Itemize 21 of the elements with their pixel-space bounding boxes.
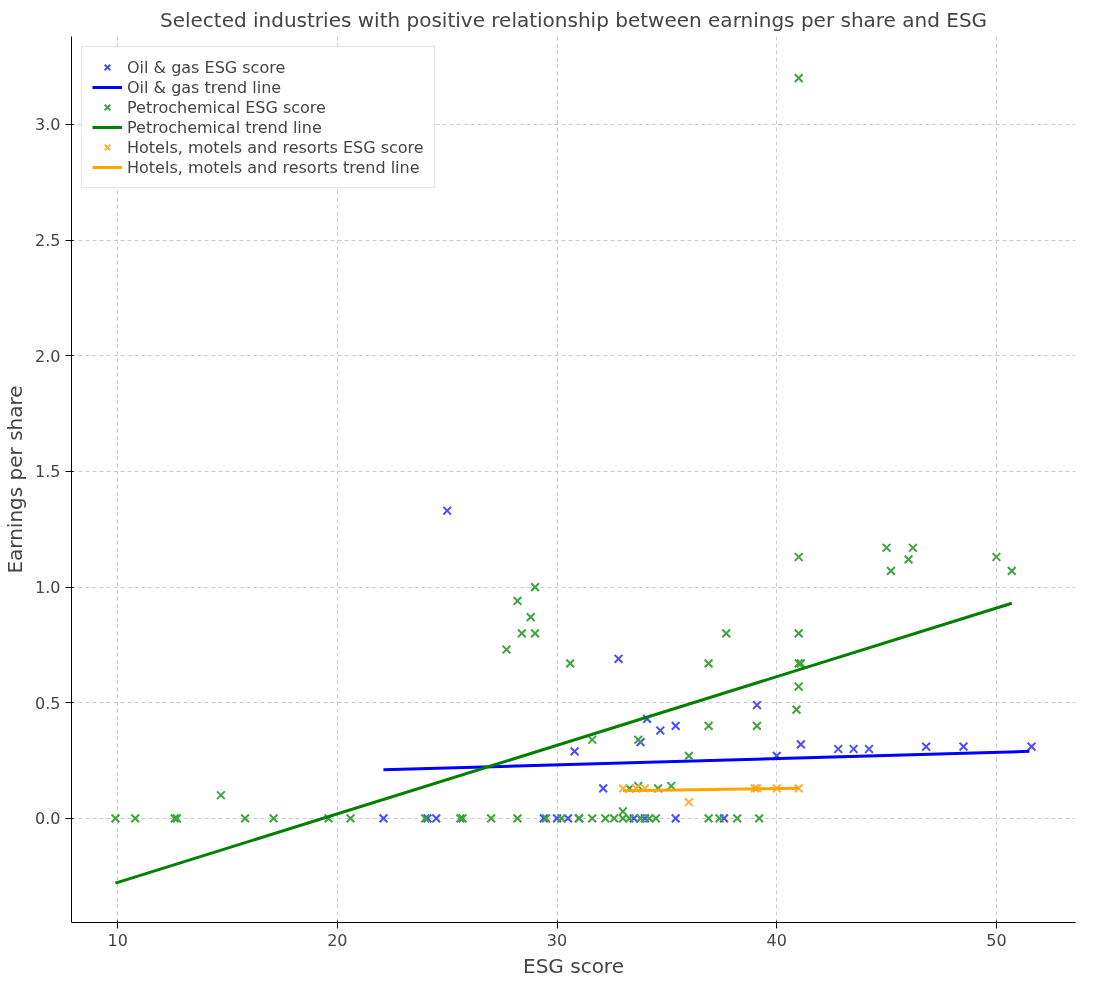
legend-label: Petrochemical ESG score	[127, 97, 326, 117]
y-tick-label: 3.0	[35, 115, 61, 135]
legend-label: Oil & gas trend line	[127, 77, 282, 97]
legend-label: Hotels, motels and resorts trend line	[127, 157, 420, 177]
y-tick-label: 2.5	[35, 231, 61, 251]
y-axis-title: Earnings per share	[3, 385, 28, 574]
x-tick-label: 30	[546, 930, 568, 950]
x-tick-label: 40	[766, 930, 787, 950]
legend-label: Oil & gas ESG score	[127, 57, 286, 77]
x-tick-label: 50	[986, 930, 1007, 950]
x-tick-label: 10	[107, 930, 128, 950]
y-tick-label: 1.0	[35, 578, 61, 598]
x-tick-label: 20	[327, 930, 348, 950]
y-tick-label: 0.0	[35, 809, 61, 829]
y-tick-label: 2.0	[35, 346, 61, 366]
legend-label: Hotels, motels and resorts ESG score	[127, 137, 424, 157]
y-tick-label: 0.5	[35, 693, 61, 713]
chart-title: Selected industries with positive relationship between earnings per share and ESG	[159, 7, 988, 32]
x-axis-title: ESG score	[523, 953, 624, 978]
y-tick-label: 1.5	[35, 462, 61, 482]
legend-label: Petrochemical trend line	[127, 117, 322, 137]
